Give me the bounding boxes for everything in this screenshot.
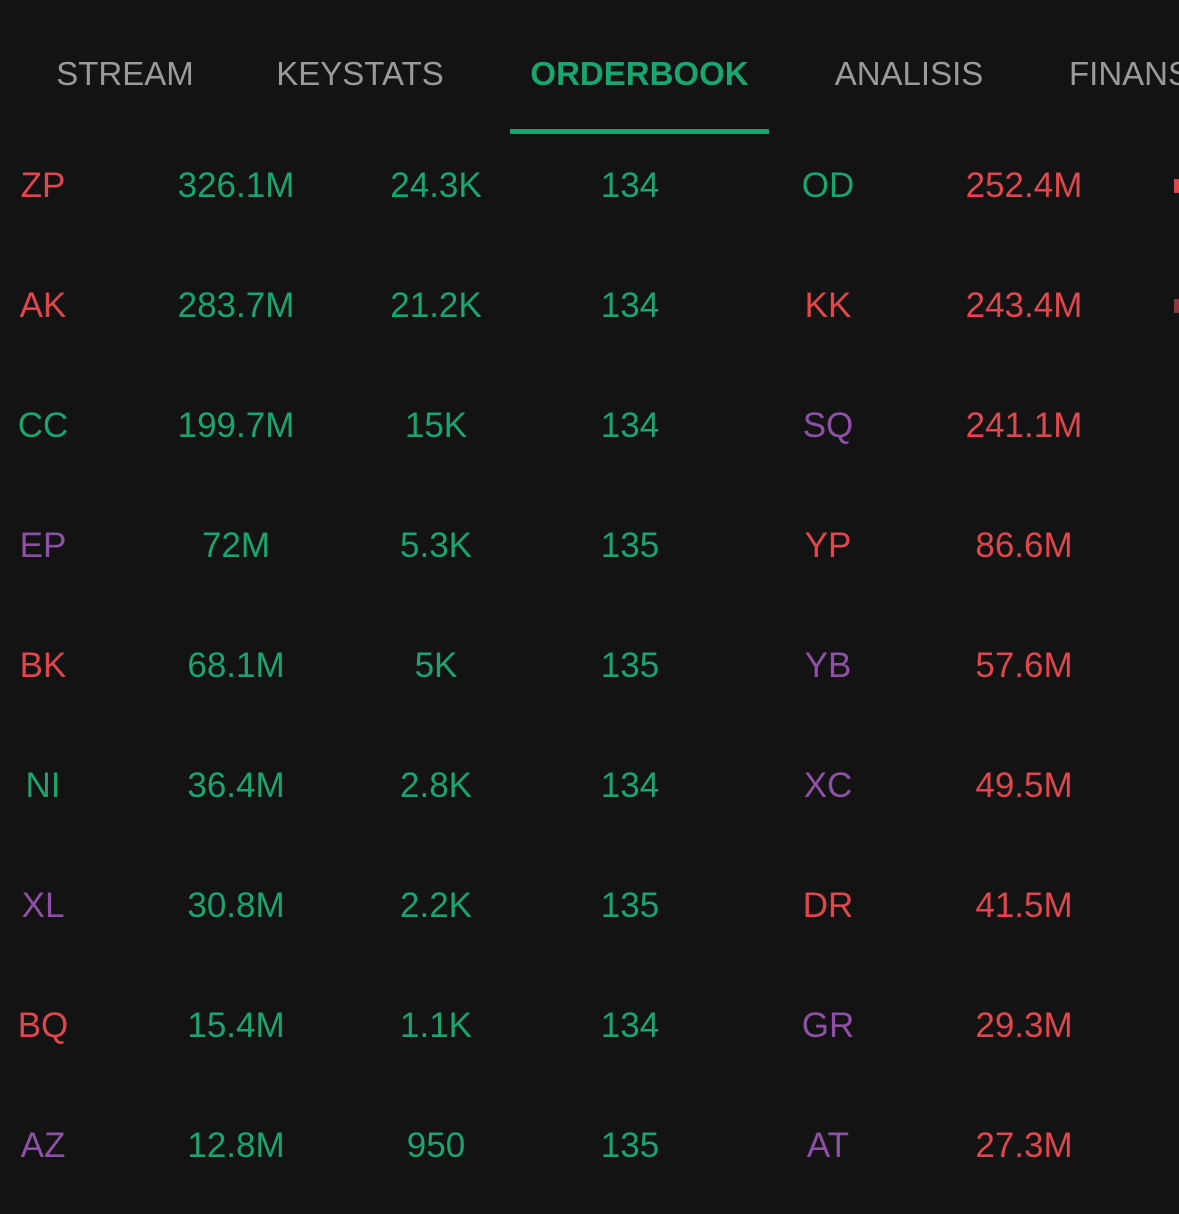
seller-broker-code[interactable]: YP: [804, 526, 852, 565]
buy-lot: 15K: [404, 406, 468, 445]
buy-value: 12.8M: [187, 1126, 285, 1165]
table-row[interactable]: CC 199.7M 15K 134 SQ 241.1M: [0, 366, 1179, 486]
sell-value: 29.3M: [975, 1006, 1073, 1045]
seller-broker-code[interactable]: SQ: [802, 406, 854, 445]
clipped-column-mark: [1174, 299, 1179, 313]
broker-summary-list: ZP 326.1M 24.3K 134 OD 252.4M AK 283.7M 21.2K 134…: [0, 126, 1179, 1214]
buy-average-price: 134: [600, 766, 660, 805]
seller-broker-code[interactable]: OD: [801, 166, 855, 205]
buy-lot: 950: [406, 1126, 466, 1165]
table-row[interactable]: AK 283.7M 21.2K 134 KK 243.4M: [0, 246, 1179, 366]
buy-average-price: 135: [600, 1126, 660, 1165]
table-row[interactable]: ZP 326.1M 24.3K 134 OD 252.4M: [0, 126, 1179, 246]
sell-value: 27.3M: [975, 1126, 1073, 1165]
tab-finans[interactable]: FINANS: [1069, 55, 1179, 92]
table-row[interactable]: EP 72M 5.3K 135 YP 86.6M: [0, 486, 1179, 606]
buyer-broker-code[interactable]: CC: [17, 406, 69, 445]
buyer-broker-code[interactable]: BQ: [17, 1006, 69, 1045]
buy-lot: 2.8K: [400, 766, 472, 805]
buy-value: 30.8M: [187, 886, 285, 925]
seller-broker-code[interactable]: DR: [802, 886, 854, 925]
sell-value: 49.5M: [975, 766, 1073, 805]
buy-value: 68.1M: [187, 646, 285, 685]
buy-lot: 24.3K: [390, 166, 482, 205]
buy-average-price: 134: [600, 406, 660, 445]
table-row[interactable]: AZ 12.8M 950 135 AT 27.3M: [0, 1086, 1179, 1206]
buy-lot: 2.2K: [400, 886, 472, 925]
table-row[interactable]: XL 30.8M 2.2K 135 DR 41.5M: [0, 846, 1179, 966]
sell-value: 252.4M: [965, 166, 1083, 205]
buy-lot: 5K: [414, 646, 458, 685]
seller-broker-code[interactable]: KK: [804, 286, 852, 325]
buy-value: 36.4M: [187, 766, 285, 805]
buy-lot: 1.1K: [400, 1006, 472, 1045]
buy-average-price: 134: [600, 286, 660, 325]
active-tab-indicator: [510, 129, 769, 134]
sell-value: 241.1M: [965, 406, 1083, 445]
buy-average-price: 135: [600, 526, 660, 565]
clipped-column-mark: [1174, 179, 1179, 193]
buy-value: 72M: [201, 526, 271, 565]
sell-value: 57.6M: [975, 646, 1073, 685]
table-row[interactable]: BQ 15.4M 1.1K 134 GR 29.3M: [0, 966, 1179, 1086]
table-row[interactable]: BK 68.1M 5K 135 YB 57.6M: [0, 606, 1179, 726]
buy-value: 15.4M: [187, 1006, 285, 1045]
tab-keystats[interactable]: KEYSTATS: [276, 55, 444, 92]
tab-analisis[interactable]: ANALISIS: [834, 55, 984, 92]
buyer-broker-code[interactable]: ZP: [20, 166, 66, 205]
buyer-broker-code[interactable]: XL: [21, 886, 65, 925]
buyer-broker-code[interactable]: NI: [25, 766, 61, 805]
buy-lot: 21.2K: [390, 286, 482, 325]
sell-value: 243.4M: [965, 286, 1083, 325]
buyer-broker-code[interactable]: BK: [19, 646, 67, 685]
table-row[interactable]: NI 36.4M 2.8K 134 XC 49.5M: [0, 726, 1179, 846]
buyer-broker-code[interactable]: AZ: [20, 1126, 66, 1165]
seller-broker-code[interactable]: YB: [804, 646, 852, 685]
buy-value: 283.7M: [177, 286, 295, 325]
tab-bar: STREAM KEYSTATS ORDERBOOK ANALISIS FINAN…: [0, 0, 1179, 136]
buyer-broker-code[interactable]: AK: [19, 286, 67, 325]
seller-broker-code[interactable]: AT: [806, 1126, 850, 1165]
sell-value: 41.5M: [975, 886, 1073, 925]
buy-average-price: 134: [600, 166, 660, 205]
seller-broker-code[interactable]: XC: [803, 766, 853, 805]
tab-orderbook[interactable]: ORDERBOOK: [530, 55, 749, 92]
sell-value: 86.6M: [975, 526, 1073, 565]
tab-stream[interactable]: STREAM: [56, 55, 194, 92]
buy-average-price: 134: [600, 1006, 660, 1045]
buy-lot: 5.3K: [400, 526, 472, 565]
buyer-broker-code[interactable]: EP: [19, 526, 67, 565]
buy-average-price: 135: [600, 886, 660, 925]
buy-value: 326.1M: [177, 166, 295, 205]
buy-average-price: 135: [600, 646, 660, 685]
buy-value: 199.7M: [177, 406, 295, 445]
seller-broker-code[interactable]: GR: [801, 1006, 855, 1045]
